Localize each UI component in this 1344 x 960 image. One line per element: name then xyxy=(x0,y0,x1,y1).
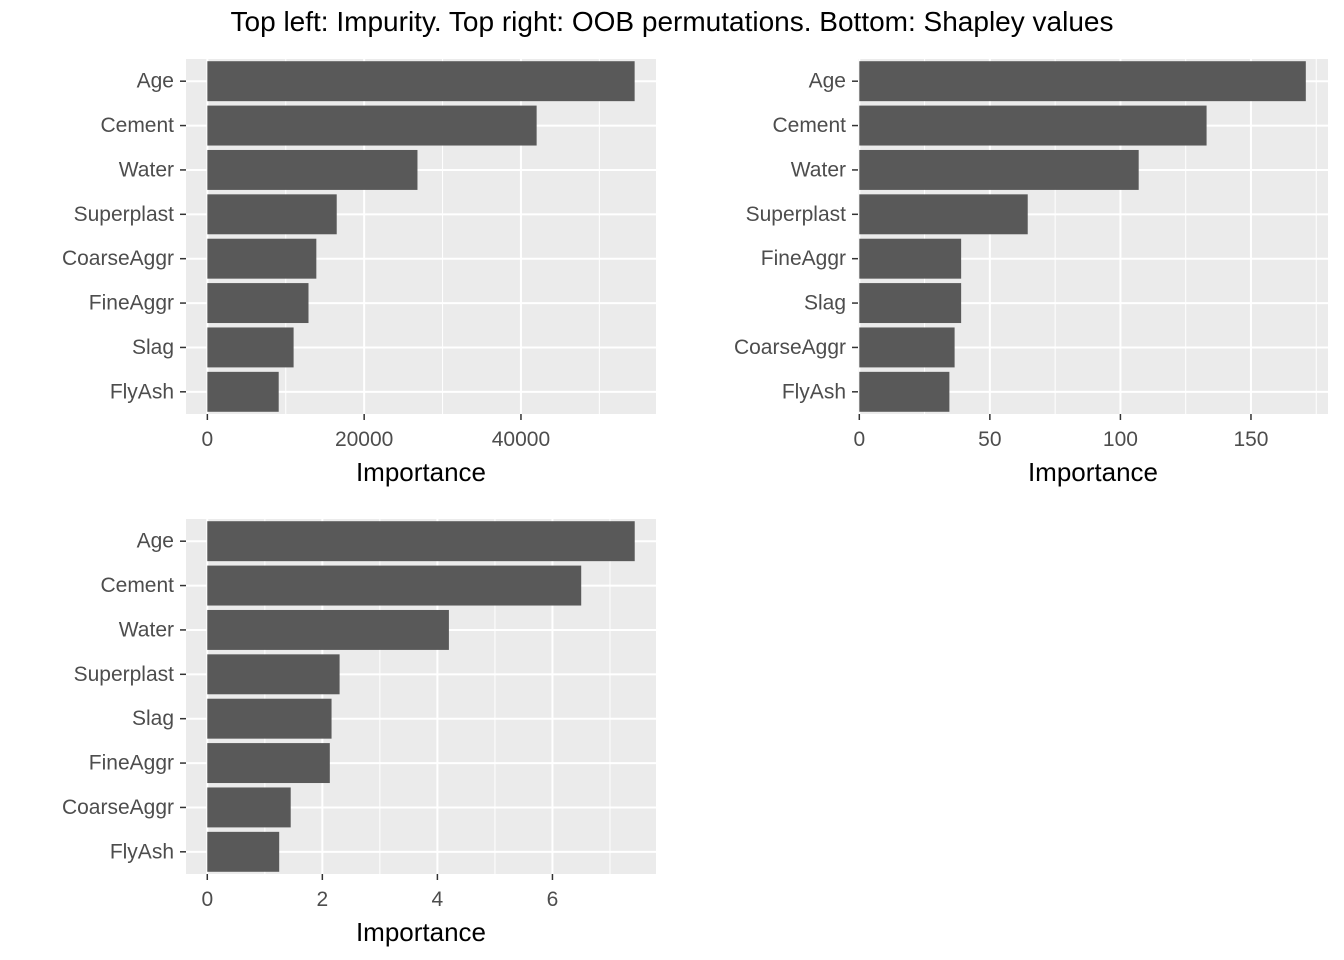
bar-water xyxy=(207,149,418,190)
category-label: FineAggr xyxy=(761,247,846,270)
bar-superplast xyxy=(207,654,340,695)
x-axis-title: Importance xyxy=(1028,457,1158,487)
category-label: Slag xyxy=(804,292,846,315)
bar-age xyxy=(859,61,1306,102)
bar-water xyxy=(859,149,1139,190)
bar-coarseaggr xyxy=(859,327,955,368)
shapley-importance-chart: Age Cement Water Superplast Slag FineAggr Coar… xyxy=(62,519,656,947)
bar-age xyxy=(207,521,635,562)
bar-superplast xyxy=(859,194,1028,235)
category-label: CoarseAggr xyxy=(62,247,174,270)
x-tick-label: 40000 xyxy=(492,428,550,451)
category-label: Superplast xyxy=(746,203,847,226)
bar-superplast xyxy=(207,194,337,235)
category-label: Age xyxy=(137,70,174,93)
category-label: Water xyxy=(791,158,846,181)
bar-slag xyxy=(207,698,332,739)
category-label: FlyAsh xyxy=(110,840,174,863)
bar-fineaggr xyxy=(859,238,962,279)
category-label: Superplast xyxy=(74,663,175,686)
x-tick-label: 20000 xyxy=(335,428,393,451)
category-label: CoarseAggr xyxy=(62,796,174,819)
bar-water xyxy=(207,609,449,650)
category-label: Age xyxy=(809,70,846,93)
impurity-importance-chart: Age Cement Water Superplast CoarseAggr FineAg… xyxy=(62,59,656,487)
category-label: Superplast xyxy=(74,203,175,226)
x-axis-title: Importance xyxy=(356,917,486,947)
bar-coarseaggr xyxy=(207,238,317,279)
category-label: Slag xyxy=(132,336,174,359)
category-label: Cement xyxy=(100,574,174,597)
category-label: FineAggr xyxy=(89,292,174,315)
category-label: Water xyxy=(119,618,174,641)
category-label: Slag xyxy=(132,707,174,730)
x-tick-label: 0 xyxy=(201,888,213,911)
x-tick-label: 6 xyxy=(547,888,559,911)
bar-flyash xyxy=(207,831,280,872)
bar-coarseaggr xyxy=(207,787,291,828)
bar-slag xyxy=(207,327,294,368)
category-label: Age xyxy=(137,530,174,553)
category-label: FlyAsh xyxy=(110,380,174,403)
x-tick-label: 0 xyxy=(202,428,214,451)
bar-fineaggr xyxy=(207,743,330,784)
x-tick-label: 100 xyxy=(1103,428,1138,451)
x-tick-label: 2 xyxy=(316,888,328,911)
bar-flyash xyxy=(859,371,950,412)
category-label: Water xyxy=(119,158,174,181)
category-label: Cement xyxy=(100,114,174,137)
oob-permutation-importance-chart: Age Cement Water Superplast FineAggr Slag Coar… xyxy=(734,59,1328,487)
bar-slag xyxy=(859,283,962,324)
figure-title: Top left: Impurity. Top right: OOB permu… xyxy=(230,6,1114,37)
bar-cement xyxy=(207,565,582,606)
bar-flyash xyxy=(207,371,279,412)
bar-age xyxy=(207,61,635,102)
x-tick-label: 150 xyxy=(1233,428,1268,451)
x-tick-label: 4 xyxy=(432,888,444,911)
bar-fineaggr xyxy=(207,283,309,324)
category-label: FineAggr xyxy=(89,752,174,775)
bar-cement xyxy=(859,105,1207,146)
x-tick-label: 50 xyxy=(978,428,1001,451)
category-label: CoarseAggr xyxy=(734,336,846,359)
category-label: Cement xyxy=(772,114,846,137)
category-label: FlyAsh xyxy=(782,380,846,403)
x-tick-label: 0 xyxy=(853,428,865,451)
bar-cement xyxy=(207,105,537,146)
x-axis-title: Importance xyxy=(356,457,486,487)
